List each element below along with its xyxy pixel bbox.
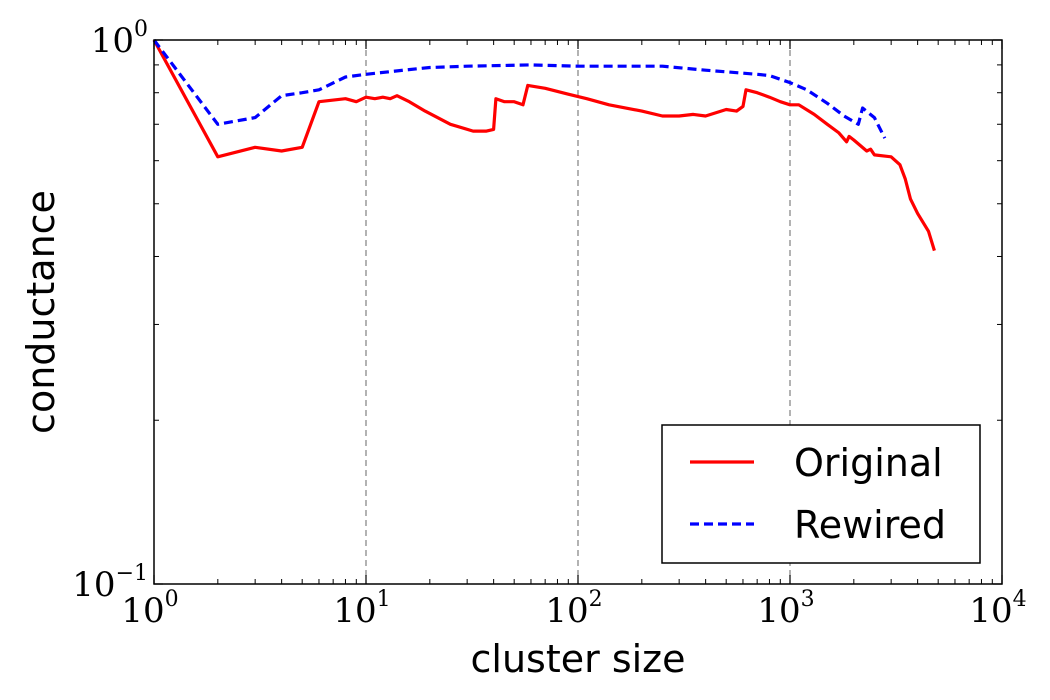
- x-axis-label: cluster size: [471, 637, 686, 681]
- series-group: [152, 39, 936, 252]
- y-tick-label: 100: [91, 17, 148, 61]
- y-axis-label: conductance: [19, 190, 63, 434]
- x-tick-label: 100: [121, 587, 178, 631]
- legend-box: [661, 424, 981, 564]
- x-tick-label: 102: [545, 587, 602, 631]
- legend-label-rewired: Rewired: [794, 503, 946, 547]
- y-tick-label: 10−1: [72, 561, 148, 605]
- legend-label-original: Original: [794, 441, 943, 485]
- x-tick-label: 103: [757, 587, 814, 631]
- x-tick-label: 104: [969, 587, 1026, 631]
- series-line-rewired: [152, 39, 887, 139]
- x-tick-label: 101: [333, 587, 390, 631]
- series-line-original: [152, 39, 936, 252]
- legend: Original Rewired: [661, 424, 981, 564]
